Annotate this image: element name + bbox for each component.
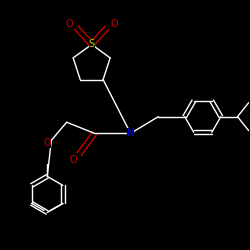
Text: N: N bbox=[127, 128, 134, 138]
Text: O: O bbox=[44, 138, 51, 148]
Text: O: O bbox=[110, 18, 118, 28]
Text: S: S bbox=[88, 40, 95, 50]
Text: O: O bbox=[70, 155, 78, 165]
Text: O: O bbox=[66, 18, 73, 28]
